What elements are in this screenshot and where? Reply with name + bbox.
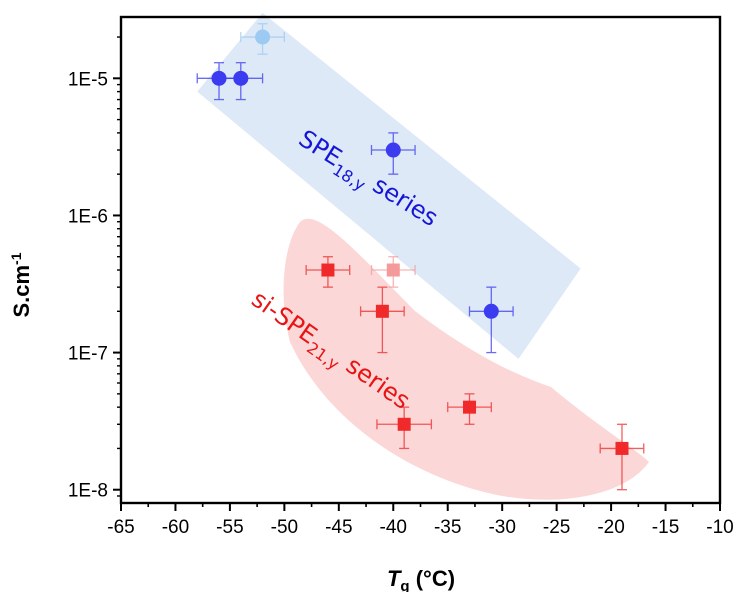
x-axis-title: Tg (°C) — [387, 566, 455, 592]
square-point — [386, 263, 400, 277]
y-axis: 1E-8 1E-7 1E-6 1E-5 — [68, 36, 121, 502]
y-axis-title: S.cm-1 — [8, 252, 34, 317]
square-point — [397, 417, 411, 431]
y-tick-label: 1E-7 — [68, 344, 108, 365]
x-tick-label: -15 — [652, 517, 679, 538]
circle-point — [483, 303, 499, 319]
x-tick-label: -35 — [434, 517, 461, 538]
circle-point — [211, 70, 227, 86]
si-spe-region — [283, 218, 649, 500]
error-bar — [370, 132, 416, 175]
spe-region — [197, 12, 581, 359]
x-tick-label: -45 — [325, 517, 352, 538]
square-point — [463, 400, 477, 414]
circle-point — [233, 70, 249, 86]
x-axis: -65 -60 -55 -50 -45 -40 -35 -30 -25 -20 -15 -10 — [107, 503, 734, 538]
y-tick-label: 1E-5 — [68, 69, 108, 90]
data-points — [211, 29, 629, 455]
x-tick-label: -40 — [380, 517, 407, 538]
x-tick-label: -20 — [597, 517, 624, 538]
y-tick-label: 1E-8 — [68, 481, 108, 502]
circle-point — [255, 29, 271, 45]
x-tick-label: -60 — [162, 517, 189, 538]
square-point — [321, 263, 335, 277]
y-tick-label: 1E-6 — [68, 206, 108, 227]
x-tick-label: -50 — [271, 517, 298, 538]
square-point — [375, 304, 389, 318]
x-tick-label: -55 — [216, 517, 243, 538]
x-tick-label: -25 — [543, 517, 570, 538]
x-tick-label: -30 — [488, 517, 515, 538]
square-point — [615, 441, 629, 455]
series-regions — [197, 12, 649, 500]
x-tick-label: -10 — [706, 517, 733, 538]
circle-point — [385, 142, 401, 158]
x-tick-label: -65 — [107, 517, 134, 538]
